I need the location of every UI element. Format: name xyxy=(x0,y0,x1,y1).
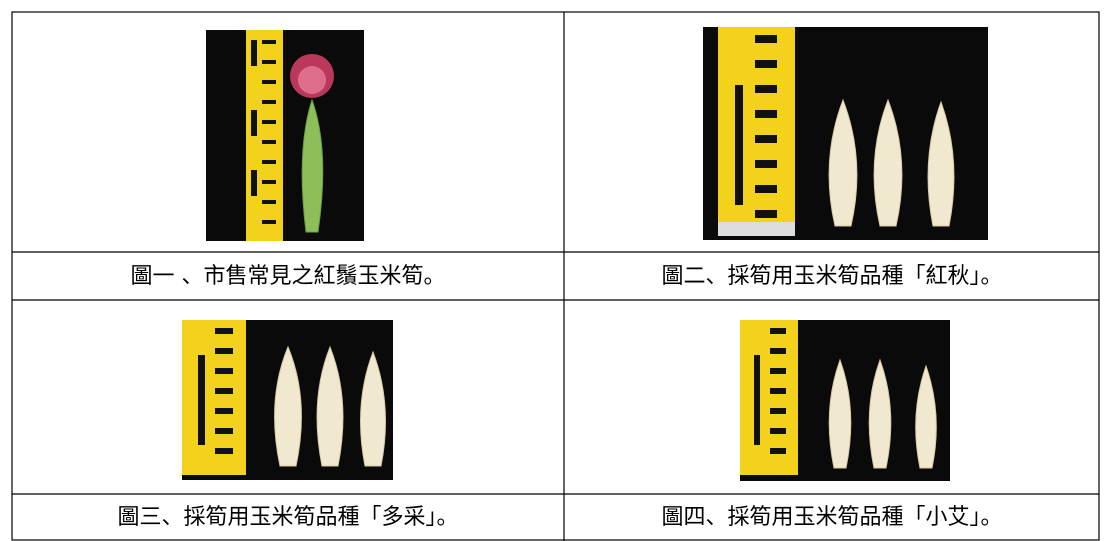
photo xyxy=(182,320,393,480)
caption: 圖二、採筍用玉米筍品種「紅秋」。 xyxy=(661,264,1002,289)
photo xyxy=(206,30,364,241)
photo xyxy=(703,27,988,240)
caption: 圖三、採筍用玉米筍品種「多采」。 xyxy=(117,505,458,530)
caption: 圖四、採筍用玉米筍品種「小艾」。 xyxy=(661,505,1002,530)
photo xyxy=(740,320,950,481)
table-grid xyxy=(11,11,1100,541)
table-border xyxy=(11,11,1100,541)
caption: 圖一 、市售常見之紅鬚玉米筍。 xyxy=(131,264,446,289)
